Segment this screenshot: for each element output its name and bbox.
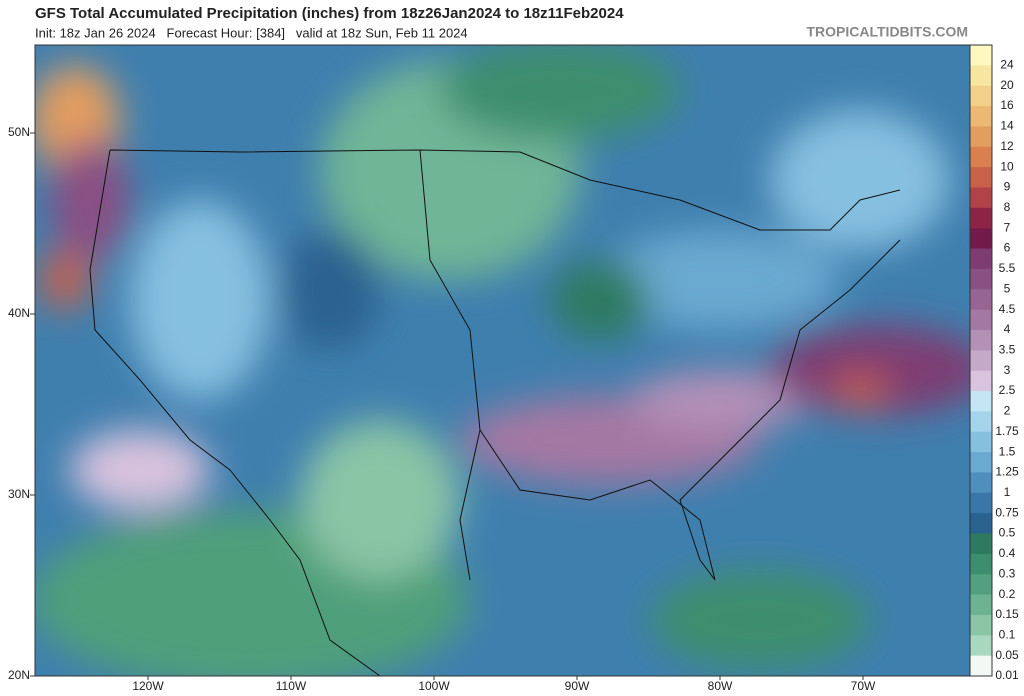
title: GFS Total Accumulated Precipitation (inc… — [35, 5, 624, 22]
colorbar-label: 1.25 — [995, 465, 1019, 479]
colorbar-swatch — [970, 289, 992, 311]
colorbar-label: 24 — [1000, 58, 1014, 72]
colorbar-label: 0.5 — [999, 526, 1016, 540]
colorbar-swatch — [970, 167, 992, 188]
colorbar-label: 1 — [1004, 485, 1011, 499]
colorbar-swatch — [970, 553, 992, 575]
colorbar-swatch — [970, 533, 992, 555]
source: TROPICALTIDBITS.COM — [806, 24, 968, 40]
colorbar-label: 3.5 — [999, 342, 1016, 356]
colorbar-label: 0.01 — [995, 668, 1019, 682]
colorbar-frame — [969, 44, 993, 677]
colorbar-swatch — [970, 350, 992, 372]
colorbar-label: 0.75 — [995, 505, 1019, 519]
colorbar-swatch — [970, 228, 992, 250]
colorbar-swatch — [970, 65, 992, 87]
colorbar-label: 5 — [1004, 281, 1011, 295]
colorbar-label: 14 — [1000, 119, 1014, 133]
lon-label: 80W — [708, 679, 733, 693]
lon-label: 120W — [132, 679, 164, 693]
colorbar-swatch — [970, 655, 992, 677]
colorbar-label: 0.15 — [995, 607, 1019, 621]
colorbar-label: 2.5 — [999, 383, 1016, 397]
colorbar-swatch — [970, 309, 992, 331]
lat-label: 50N — [8, 125, 30, 139]
colorbar-label: 20 — [1000, 78, 1014, 92]
colorbar-label: 9 — [1004, 180, 1011, 194]
colorbar-swatch — [970, 106, 992, 127]
axes: 50N 40N 30N 20N 120W 110W 100W 90W 80W 70W — [8, 125, 876, 693]
colorbar-label: 5.5 — [999, 261, 1016, 275]
colorbar-swatch — [970, 187, 992, 209]
colorbar-swatch — [970, 248, 992, 270]
colorbar: 24 20 16 14 12 10 9 8 7 6 5.5 5 4.5 4 3.5 3 2.5 2 1.75 1.5 1… — [969, 44, 1019, 682]
colorbar-label: 1.5 — [999, 444, 1016, 458]
colorbar-label: 10 — [1000, 159, 1014, 173]
colorbar-label: 0.05 — [995, 648, 1019, 662]
colorbar-label: 0.1 — [999, 627, 1016, 641]
colorbar-label: 16 — [1000, 98, 1014, 112]
colorbar-swatch — [970, 492, 992, 514]
colorbar-swatch — [970, 45, 992, 66]
colorbar-label: 6 — [1004, 241, 1011, 255]
colorbar-swatch — [970, 452, 992, 473]
colorbar-swatch — [970, 431, 992, 453]
lon-label: 70W — [851, 679, 876, 693]
colorbar-swatch — [970, 146, 992, 168]
colorbar-swatch — [970, 329, 992, 351]
colorbar-swatch — [970, 574, 992, 596]
colorbar-label: 7 — [1004, 220, 1011, 234]
colorbar-label: 0.4 — [999, 546, 1016, 560]
colorbar-swatch — [970, 85, 992, 107]
lon-label: 110W — [276, 679, 307, 693]
colorbar-swatch — [970, 635, 992, 657]
colorbar-label: 4.5 — [999, 302, 1016, 316]
colorbar-label: 1.75 — [995, 424, 1019, 438]
colorbar-swatch — [970, 472, 992, 494]
lat-label: 20N — [8, 668, 30, 682]
colorbar-swatch — [970, 391, 992, 412]
colorbar-swatch — [970, 207, 992, 229]
colorbar-label: 3 — [1004, 363, 1011, 377]
colorbar-swatch — [970, 594, 992, 616]
colorbar-swatch — [970, 513, 992, 535]
lat-label: 30N — [8, 487, 30, 501]
lon-label: 100W — [418, 679, 450, 693]
colorbar-swatch — [970, 268, 992, 290]
colorbar-label: 2 — [1004, 404, 1011, 418]
subtitle: Init: 18z Jan 26 2024 Forecast Hour: [38… — [35, 25, 468, 40]
lat-label: 40N — [8, 306, 30, 320]
colorbar-swatch — [970, 411, 992, 433]
precip-map — [35, 45, 970, 676]
colorbar-label: 0.3 — [999, 566, 1016, 580]
colorbar-label: 8 — [1004, 200, 1011, 214]
lon-label: 90W — [565, 679, 590, 693]
colorbar-swatch — [970, 370, 992, 392]
colorbar-label: 12 — [1000, 139, 1014, 153]
colorbar-label: 4 — [1004, 322, 1011, 336]
colorbar-label: 0.2 — [999, 587, 1016, 601]
colorbar-swatch — [970, 126, 992, 148]
colorbar-swatch — [970, 614, 992, 636]
